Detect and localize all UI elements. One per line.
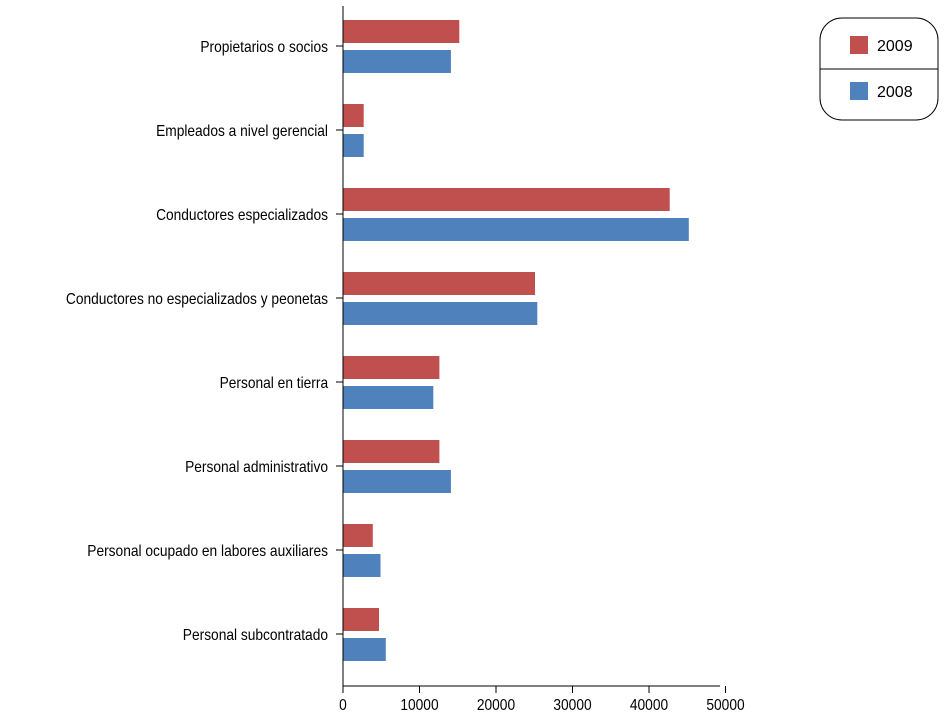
bar-2009-2 [343,104,364,127]
category-label: Personal en tierra [220,374,329,392]
category-label: Personal administrativo [185,458,328,476]
bar-2008-8 [343,638,386,661]
axes-layer [342,6,720,687]
bar-2008-7 [343,554,381,577]
bar-2008-3 [343,218,689,241]
x-tick-label: 30000 [553,696,591,714]
bars-layer [343,20,689,661]
x-tick-label: 20000 [477,696,515,714]
x-tick-label: 0 [339,696,347,714]
bar-2008-1 [343,50,451,73]
bar-2009-7 [343,524,373,547]
bar-2009-8 [343,608,379,631]
legend-swatch-2009 [850,36,868,54]
bar-2008-6 [343,470,451,493]
bar-2008-5 [343,386,434,409]
category-label: Empleados a nivel gerencial [156,122,328,140]
x-tick-label: 10000 [400,696,438,714]
legend-label-2009: 2009 [877,38,913,55]
x-tick-labels: 0 10000 20000 30000 40000 50000 [339,686,745,714]
bar-2009-1 [343,20,460,43]
bar-2009-4 [343,272,535,295]
x-tick-label: 50000 [706,696,744,714]
bar-2008-2 [343,134,364,157]
category-label: Conductores no especializados y peonetas [66,290,328,308]
bar-2009-5 [343,356,440,379]
legend-swatch-2008 [850,82,868,100]
category-label: Propietarios o socios [200,38,328,56]
bar-2009-3 [343,188,670,211]
legend: 2009 2008 [819,17,939,121]
category-label: Conductores especializados [156,206,328,224]
category-label: Personal subcontratado [183,626,328,644]
category-labels: Propietarios o socios Empleados a nivel g… [66,38,343,644]
category-label: Personal ocupado en labores auxiliares [87,542,328,560]
bar-2009-6 [343,440,440,463]
x-tick-label: 40000 [630,696,668,714]
legend-label-2008: 2008 [877,84,913,101]
bar-2008-4 [343,302,538,325]
